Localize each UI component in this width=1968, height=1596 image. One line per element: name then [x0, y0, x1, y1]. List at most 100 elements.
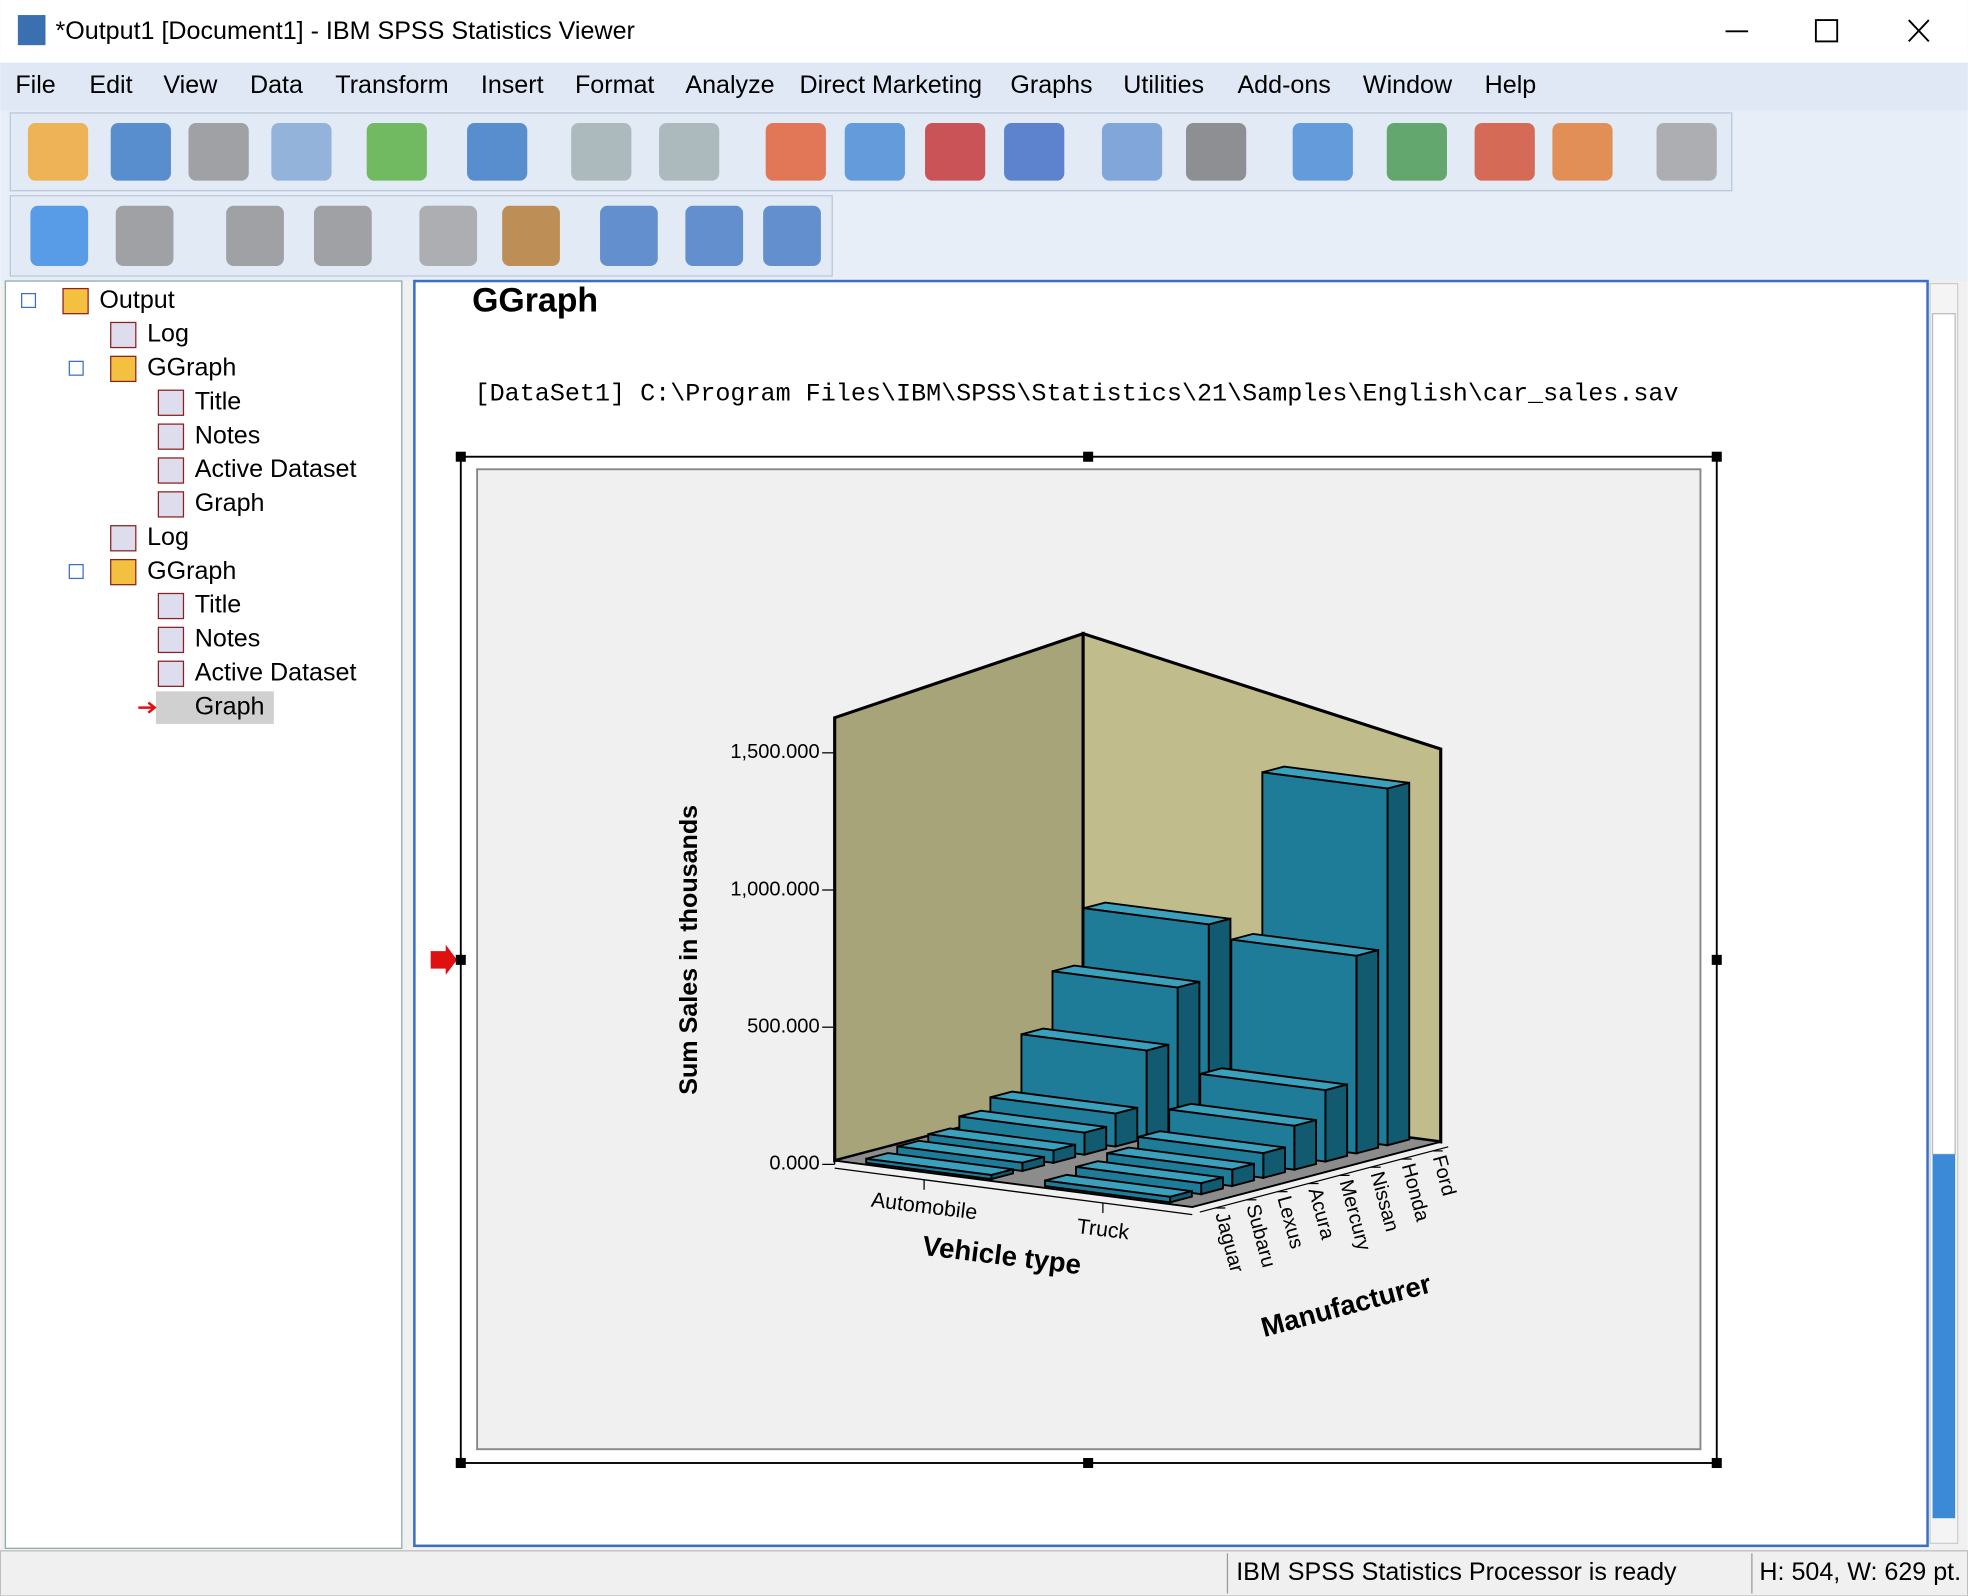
node-icon: [157, 491, 185, 518]
toolbar-button[interactable]: [844, 122, 905, 181]
toolbar-button[interactable]: [1004, 122, 1065, 181]
tree-label[interactable]: Output: [99, 286, 174, 314]
resize-handle[interactable]: [455, 1457, 466, 1469]
node-icon: [62, 287, 89, 315]
tree-label[interactable]: Notes: [195, 625, 261, 653]
heading: GGraph: [472, 281, 598, 319]
menu-item[interactable]: Analyze: [685, 71, 774, 99]
resize-handle[interactable]: [1711, 954, 1722, 965]
toolbar-button[interactable]: [1656, 122, 1717, 181]
toolbar-button[interactable]: [685, 205, 744, 266]
y-tick-label: 1,000.000: [730, 878, 819, 900]
close[interactable]: [1908, 19, 1930, 43]
tree-label[interactable]: Title: [195, 591, 241, 619]
toolbar-button[interactable]: [110, 122, 171, 181]
selection: [155, 691, 274, 724]
dataset-path: [DataSet1] C:\Program Files\IBM\SPSS\Sta…: [475, 380, 1679, 409]
y-tick-label: 1,500.000: [730, 741, 819, 763]
menu-item[interactable]: Utilities: [1123, 71, 1204, 99]
resize-handle[interactable]: [1083, 451, 1094, 462]
toolbar-button[interactable]: [226, 205, 284, 266]
tree-label[interactable]: Log: [147, 523, 189, 551]
menu-item[interactable]: Add-ons: [1237, 71, 1330, 99]
node-icon: [110, 525, 137, 552]
toolbar-button[interactable]: [313, 205, 372, 266]
toolbar-button[interactable]: [30, 205, 89, 266]
expander[interactable]: [21, 292, 37, 309]
toolbar-button[interactable]: [925, 122, 986, 181]
toolbar-button[interactable]: [366, 122, 427, 181]
toolbar-button[interactable]: [271, 122, 332, 181]
resize-handle[interactable]: [455, 451, 466, 462]
toolbar-button[interactable]: [467, 122, 528, 181]
menu-bar: [0, 62, 1968, 111]
toolbar-button[interactable]: [115, 205, 174, 266]
tree-label[interactable]: Log: [147, 320, 189, 348]
toolbar-button[interactable]: [659, 122, 720, 181]
resize-handle[interactable]: [1711, 451, 1722, 462]
menu-item[interactable]: Insert: [481, 71, 544, 99]
menu-item[interactable]: File: [15, 71, 55, 99]
tree-label[interactable]: Title: [195, 387, 241, 415]
menu-item[interactable]: Help: [1485, 71, 1537, 99]
expander[interactable]: [68, 360, 84, 376]
node-icon: [157, 423, 185, 450]
menu-item[interactable]: Graphs: [1010, 71, 1092, 99]
tree-label[interactable]: GGraph: [147, 354, 236, 382]
menu-item[interactable]: Format: [575, 71, 654, 99]
toolbar-button[interactable]: [502, 205, 560, 266]
tree-label[interactable]: Notes: [195, 421, 261, 449]
bar-front: [865, 1157, 993, 1181]
toolbar-button[interactable]: [600, 205, 658, 266]
menu-item[interactable]: Direct Marketing: [800, 71, 983, 99]
node-icon: [157, 626, 185, 654]
resize-handle[interactable]: [1083, 1457, 1094, 1469]
y-tick-label: 0.000: [769, 1153, 819, 1175]
toolbar-button[interactable]: [1292, 122, 1353, 181]
toolbar-button[interactable]: [1552, 122, 1613, 181]
resize-handle[interactable]: [455, 954, 466, 965]
toolbar-button[interactable]: [1101, 122, 1163, 181]
bar-side: [1293, 1118, 1318, 1171]
node-icon: [157, 660, 185, 687]
toolbar-button[interactable]: [1386, 122, 1447, 181]
status-size: H: 504, W: 629 pt.: [1759, 1558, 1961, 1586]
window-title: *Output1 [Document1] - IBM SPSS Statisti…: [56, 17, 635, 45]
expander[interactable]: [68, 563, 84, 580]
tree-label[interactable]: Graph: [195, 692, 265, 720]
title-bar: [0, 0, 1968, 63]
menu-item[interactable]: Edit: [89, 71, 132, 99]
toolbar-button[interactable]: [1186, 122, 1247, 181]
toolbar-button[interactable]: [188, 122, 249, 181]
tree-label[interactable]: Active Dataset: [195, 455, 357, 483]
node-icon: [110, 558, 137, 586]
node-icon: [110, 321, 137, 349]
x-axis: [834, 1167, 1193, 1216]
toolbar-button[interactable]: [419, 205, 478, 266]
current-arrow: [430, 944, 458, 975]
resize-handle[interactable]: [1711, 1457, 1722, 1469]
tree-label[interactable]: Active Dataset: [195, 658, 357, 686]
maximize[interactable]: [1814, 19, 1839, 43]
scroll-thumb[interactable]: [1932, 1154, 1956, 1519]
toolbar-button[interactable]: [763, 205, 821, 266]
current-arrow: [138, 701, 157, 714]
bar-front: [1044, 1179, 1172, 1204]
node-icon: [157, 457, 185, 484]
y-tick-label: 500.000: [747, 1015, 820, 1037]
menu-item[interactable]: View: [163, 71, 218, 99]
toolbar-button[interactable]: [1474, 122, 1535, 181]
node-icon: [157, 389, 185, 416]
scroll-track: [1931, 313, 1956, 1155]
toolbar-button[interactable]: [765, 122, 826, 181]
toolbar-button[interactable]: [27, 122, 89, 181]
toolbar-button[interactable]: [571, 122, 632, 181]
menu-item[interactable]: Window: [1363, 71, 1453, 99]
menu-item[interactable]: Data: [250, 71, 303, 99]
tree-label[interactable]: Graph: [195, 489, 265, 517]
bar: [865, 1152, 1015, 1181]
menu-item[interactable]: Transform: [335, 71, 448, 99]
bar-side: [1386, 781, 1411, 1147]
tree-label[interactable]: GGraph: [147, 557, 236, 585]
